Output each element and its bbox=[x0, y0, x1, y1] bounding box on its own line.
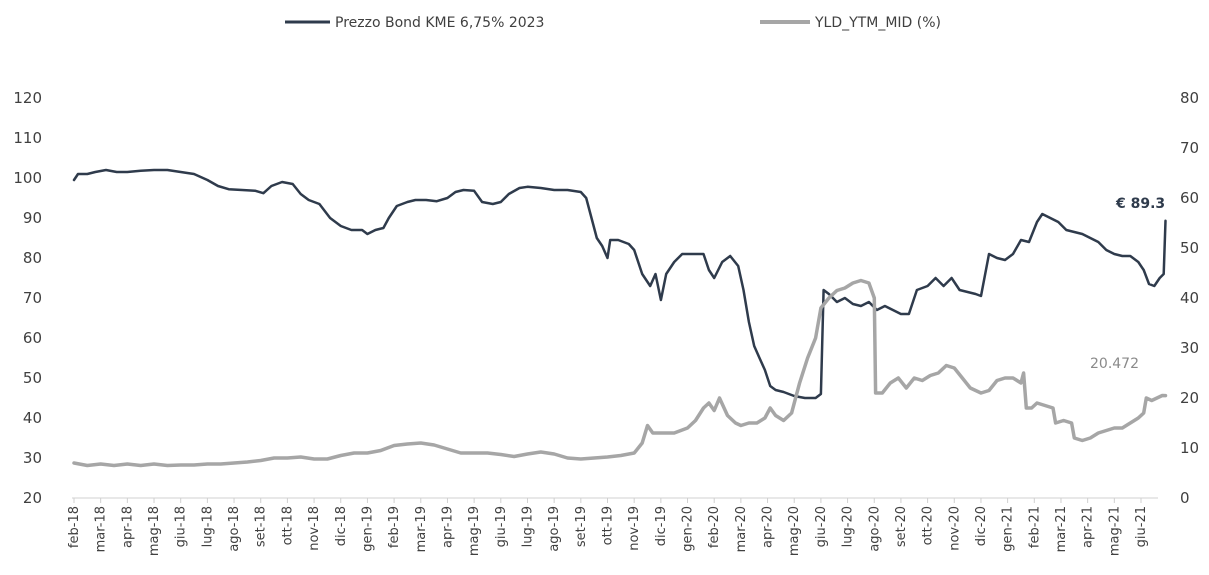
x-tick-label: ott-18 bbox=[280, 506, 295, 545]
y-right-tick-label: 80 bbox=[1180, 89, 1199, 107]
x-tick-label: mag-20 bbox=[787, 506, 802, 556]
x-tick-label: gen-19 bbox=[360, 506, 375, 552]
x-tick-label: feb-19 bbox=[387, 506, 402, 548]
x-tick-label: apr-19 bbox=[440, 506, 455, 548]
x-tick-label: gen-20 bbox=[681, 506, 696, 552]
x-tick-label: feb-21 bbox=[1027, 506, 1042, 548]
x-tick-label: ago-19 bbox=[547, 506, 562, 552]
x-tick-label: nov-20 bbox=[947, 506, 962, 551]
x-tick-label: giu-18 bbox=[174, 506, 189, 547]
y-left-tick-label: 90 bbox=[23, 209, 42, 227]
annotation-price-last: € 89.3 bbox=[1115, 196, 1165, 212]
y-right-tick-label: 60 bbox=[1180, 189, 1199, 207]
x-tick-label: feb-18 bbox=[67, 506, 82, 548]
y-right-tick-label: 40 bbox=[1180, 289, 1199, 307]
x-tick-label: mag-21 bbox=[1107, 506, 1122, 556]
y-left-tick-label: 80 bbox=[23, 249, 42, 267]
y-axis-left: 20 30 40 50 60 70 80 90 100 110 120 bbox=[13, 89, 42, 507]
x-tick-label: ago-20 bbox=[867, 506, 882, 552]
x-tick-label: mag-19 bbox=[467, 506, 482, 556]
y-left-tick-label: 20 bbox=[23, 489, 42, 507]
x-tick-label: feb-20 bbox=[707, 506, 722, 548]
legend: Prezzo Bond KME 6,75% 2023 YLD_YTM_MID (… bbox=[285, 15, 941, 31]
y-left-tick-label: 100 bbox=[13, 169, 42, 187]
series-line-price bbox=[72, 168, 1167, 400]
x-tick-label: set-19 bbox=[574, 506, 589, 547]
x-tick-label: nov-19 bbox=[627, 506, 642, 551]
x-tick-label: ago-18 bbox=[227, 506, 242, 552]
x-tick-label: apr-20 bbox=[761, 506, 776, 548]
y-left-tick-label: 120 bbox=[13, 89, 42, 107]
x-tick-label: lug-20 bbox=[841, 506, 856, 547]
y-left-tick-label: 40 bbox=[23, 409, 42, 427]
y-left-tick-label: 50 bbox=[23, 369, 42, 387]
x-tick-label: mar-18 bbox=[94, 506, 109, 552]
y-right-tick-label: 50 bbox=[1180, 239, 1199, 257]
series-group bbox=[72, 168, 1168, 468]
x-tick-label: lug-19 bbox=[520, 506, 535, 547]
x-tick-label: ott-20 bbox=[921, 506, 936, 545]
x-tick-label: nov-18 bbox=[307, 506, 322, 551]
x-tick-label: mar-21 bbox=[1054, 506, 1069, 552]
y-left-tick-label: 60 bbox=[23, 329, 42, 347]
x-tick-label: mag-18 bbox=[147, 506, 162, 556]
x-tick-label: dic-18 bbox=[334, 506, 349, 546]
x-tick-label: mar-19 bbox=[414, 506, 429, 552]
legend-label-price: Prezzo Bond KME 6,75% 2023 bbox=[335, 15, 544, 31]
x-tick-label: set-20 bbox=[894, 506, 909, 547]
annotations: € 89.3 20.472 bbox=[1090, 196, 1165, 372]
annotation-yield-last: 20.472 bbox=[1090, 356, 1139, 372]
x-tick-label: giu-21 bbox=[1134, 506, 1149, 547]
x-tick-label: dic-19 bbox=[654, 506, 669, 546]
y-left-tick-label: 70 bbox=[23, 289, 42, 307]
x-tick-label: giu-19 bbox=[494, 506, 509, 547]
x-tick-label: lug-18 bbox=[200, 506, 215, 547]
series-line-yield bbox=[72, 278, 1168, 468]
x-axis: feb-18 mar-18 apr-18 mag-18 giu-18 lug-18 ago-… bbox=[67, 498, 1149, 556]
y-left-tick-label: 110 bbox=[13, 129, 42, 147]
y-axis-right: 0 10 20 30 40 50 60 70 80 bbox=[1180, 89, 1199, 507]
legend-label-yield: YLD_YTM_MID (%) bbox=[814, 15, 941, 31]
x-tick-label: apr-18 bbox=[120, 506, 135, 548]
x-tick-label: giu-20 bbox=[814, 506, 829, 547]
y-right-tick-label: 30 bbox=[1180, 339, 1199, 357]
y-right-tick-label: 70 bbox=[1180, 139, 1199, 157]
y-left-tick-label: 30 bbox=[23, 449, 42, 467]
x-tick-label: dic-20 bbox=[974, 506, 989, 546]
x-tick-label: mar-20 bbox=[734, 506, 749, 552]
y-right-tick-label: 0 bbox=[1180, 489, 1190, 507]
y-right-tick-label: 20 bbox=[1180, 389, 1199, 407]
x-tick-label: gen-21 bbox=[1001, 506, 1016, 552]
x-tick-label: ott-19 bbox=[601, 506, 616, 545]
y-right-tick-label: 10 bbox=[1180, 439, 1199, 457]
x-tick-label: apr-21 bbox=[1081, 506, 1096, 548]
x-tick-label: set-18 bbox=[254, 506, 269, 547]
